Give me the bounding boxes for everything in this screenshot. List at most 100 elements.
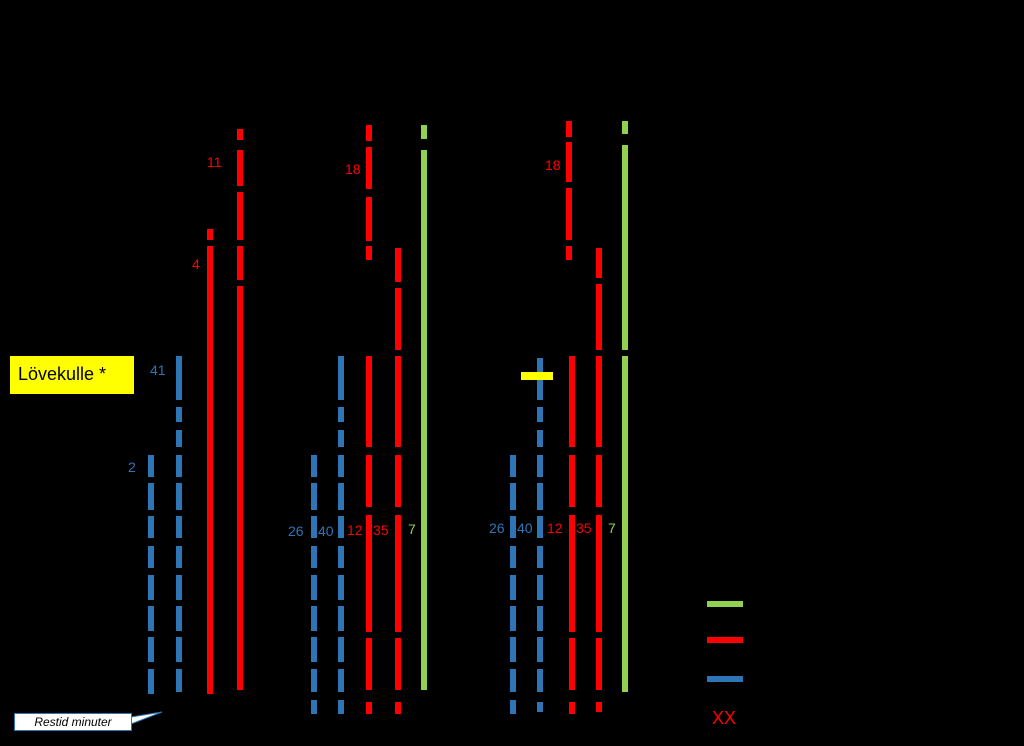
route-line-12-18 xyxy=(366,356,372,447)
route-line-35 xyxy=(596,515,602,632)
legend-swatch-green xyxy=(707,601,743,607)
route-line-41 xyxy=(176,546,182,568)
route-line-35 xyxy=(395,248,401,282)
route-line-12-18 xyxy=(366,125,372,141)
route-line-12-18 xyxy=(366,147,372,189)
route-line-26 xyxy=(311,637,317,662)
route-line-35 xyxy=(596,284,602,350)
route-line-35 xyxy=(395,288,401,350)
route-line-40 xyxy=(537,430,543,447)
route-line-26 xyxy=(311,669,317,692)
route-label-26: 26 xyxy=(288,523,304,539)
route-line-40 xyxy=(338,516,344,538)
route-line-12-18 xyxy=(366,197,372,241)
route-line-40 xyxy=(537,516,543,538)
route-line-35 xyxy=(596,455,602,507)
route-line-35 xyxy=(395,638,401,690)
route-line-35 xyxy=(596,248,602,278)
route-line-26 xyxy=(311,546,317,568)
route-line-40 xyxy=(338,669,344,692)
route-line-35 xyxy=(596,638,602,690)
route-line-40 xyxy=(537,455,543,477)
route-line-26 xyxy=(510,700,516,714)
route-line-40 xyxy=(537,483,543,510)
place-label-lovekulle: Lövekulle * xyxy=(10,356,134,394)
route-line-26 xyxy=(510,483,516,510)
route-line-41 xyxy=(176,455,182,477)
route-label-41: 41 xyxy=(150,362,166,378)
legend-xx-label: XX xyxy=(712,708,736,728)
route-line-7 xyxy=(622,121,628,134)
route-line-41 xyxy=(176,606,182,631)
route-line-12 xyxy=(569,356,575,447)
route-line-2 xyxy=(148,516,154,538)
route-line-4 xyxy=(207,246,213,694)
route-line-12 xyxy=(569,515,575,632)
route-line-7 xyxy=(622,145,628,350)
route-line-18 xyxy=(566,188,572,240)
route-line-2 xyxy=(148,483,154,510)
route-label-2: 2 xyxy=(128,459,136,475)
route-line-18 xyxy=(566,142,572,182)
route-line-35 xyxy=(596,702,602,712)
legend-swatch-blue xyxy=(707,676,743,682)
route-line-2 xyxy=(148,606,154,631)
route-line-2 xyxy=(148,637,154,662)
route-line-11 xyxy=(237,150,243,186)
restid-callout: Restid minuter xyxy=(14,713,132,731)
route-line-40 xyxy=(537,606,543,631)
route-line-4 xyxy=(207,229,213,240)
route-label-18: 18 xyxy=(545,157,561,173)
route-line-26 xyxy=(311,700,317,714)
route-line-41 xyxy=(176,575,182,600)
route-line-40 xyxy=(537,575,543,600)
route-line-2 xyxy=(148,455,154,477)
route-line-26 xyxy=(510,637,516,662)
route-line-40 xyxy=(537,407,543,422)
route-line-26 xyxy=(311,483,317,510)
route-line-40 xyxy=(537,637,543,662)
route-line-26 xyxy=(311,455,317,477)
route-line-41 xyxy=(176,430,182,447)
route-line-12-18 xyxy=(366,515,372,632)
route-line-41 xyxy=(176,356,182,400)
route-label-35: 35 xyxy=(576,520,592,536)
route-line-41 xyxy=(176,483,182,510)
legend-swatch-red xyxy=(707,637,743,643)
route-line-18 xyxy=(566,121,572,137)
route-label-40: 40 xyxy=(318,523,334,539)
route-line-40 xyxy=(537,702,543,712)
route-line-41 xyxy=(176,407,182,422)
route-line-41 xyxy=(176,516,182,538)
route-line-26 xyxy=(311,516,317,538)
route-line-26 xyxy=(510,516,516,538)
route-label-12: 12 xyxy=(347,522,363,538)
route-label-26: 26 xyxy=(489,520,505,536)
route-line-35 xyxy=(395,455,401,507)
route-line-12-18 xyxy=(366,702,372,714)
route-line-40 xyxy=(338,637,344,662)
route-line-40 xyxy=(338,430,344,447)
route-label-12: 12 xyxy=(547,520,563,536)
route-line-2 xyxy=(148,546,154,568)
route-line-26 xyxy=(510,606,516,631)
route-line-41 xyxy=(176,637,182,662)
route-line-2 xyxy=(148,669,154,694)
route-line-26 xyxy=(510,669,516,692)
route-line-12 xyxy=(569,455,575,507)
route-line-12 xyxy=(569,638,575,690)
route-line-2 xyxy=(148,575,154,600)
route-line-40 xyxy=(537,669,543,692)
route-line-40 xyxy=(338,546,344,568)
route-line-7 xyxy=(622,356,628,692)
route-line-40 xyxy=(338,700,344,714)
route-line-26 xyxy=(510,455,516,477)
route-line-35 xyxy=(395,702,401,714)
route-label-4: 4 xyxy=(192,256,200,272)
route-line-11 xyxy=(237,246,243,280)
route-line-35 xyxy=(596,356,602,447)
route-line-40 xyxy=(338,606,344,631)
route-line-40 xyxy=(338,356,344,400)
route-label-11: 11 xyxy=(207,154,222,170)
